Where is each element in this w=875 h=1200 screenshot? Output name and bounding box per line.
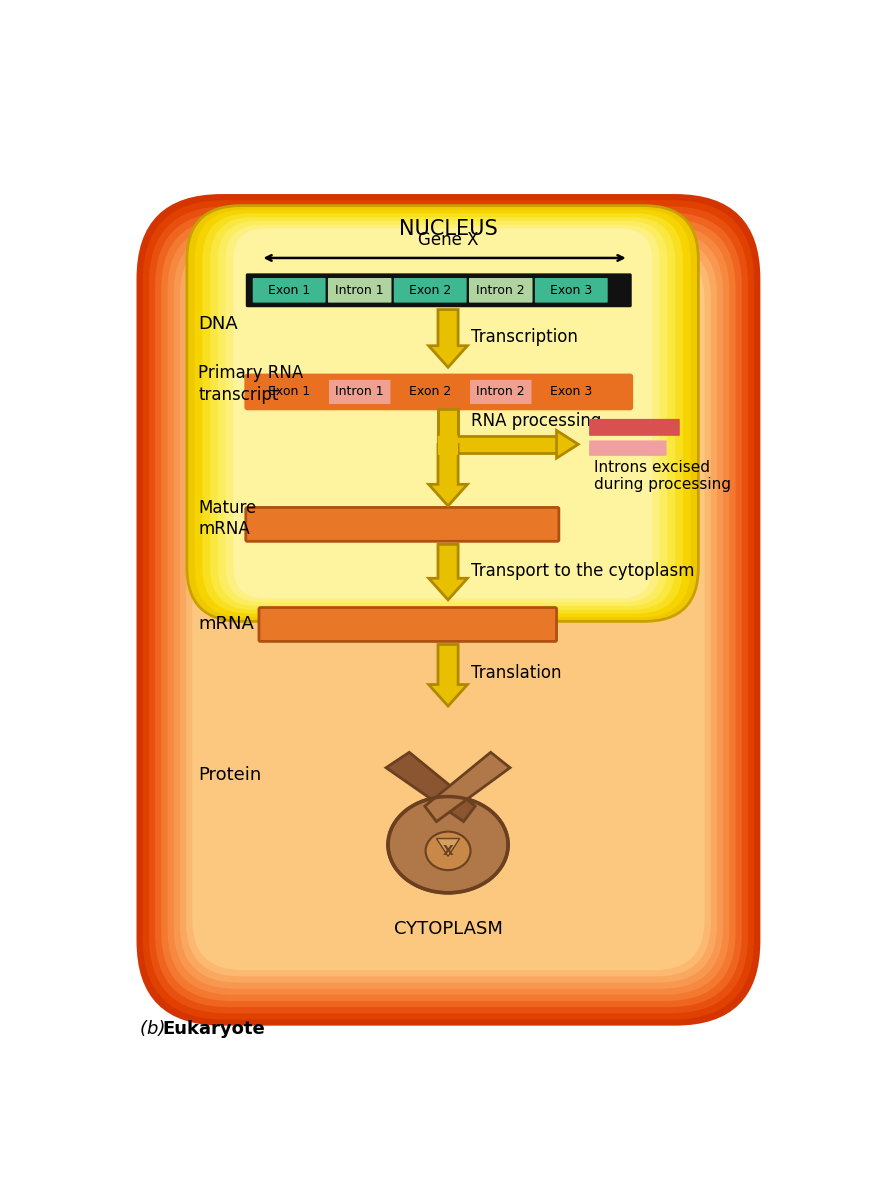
FancyBboxPatch shape xyxy=(187,205,698,622)
Text: DNA: DNA xyxy=(199,314,238,332)
Text: (b): (b) xyxy=(140,1020,172,1038)
FancyBboxPatch shape xyxy=(167,224,730,995)
Text: X: X xyxy=(443,844,453,858)
Text: Exon 2: Exon 2 xyxy=(410,283,452,296)
FancyBboxPatch shape xyxy=(136,194,760,1026)
Text: Translation: Translation xyxy=(472,664,562,682)
Polygon shape xyxy=(437,839,459,857)
FancyBboxPatch shape xyxy=(155,212,742,1007)
Text: mRNA: mRNA xyxy=(199,616,255,634)
FancyBboxPatch shape xyxy=(394,379,466,406)
FancyBboxPatch shape xyxy=(149,206,748,1013)
Polygon shape xyxy=(556,431,578,458)
Text: NUCLEUS: NUCLEUS xyxy=(399,218,497,239)
Polygon shape xyxy=(386,752,475,822)
Polygon shape xyxy=(429,644,467,706)
FancyBboxPatch shape xyxy=(234,229,652,599)
FancyBboxPatch shape xyxy=(246,274,632,307)
Polygon shape xyxy=(448,436,556,452)
Text: Transport to the cytoplasm: Transport to the cytoplasm xyxy=(472,563,695,581)
FancyBboxPatch shape xyxy=(328,278,391,302)
Text: Primary RNA
transcript: Primary RNA transcript xyxy=(199,364,304,404)
FancyBboxPatch shape xyxy=(394,278,466,302)
Text: Exon 1: Exon 1 xyxy=(268,283,311,296)
Text: Exon 3: Exon 3 xyxy=(550,283,592,296)
Text: Exon 3: Exon 3 xyxy=(550,385,592,398)
FancyBboxPatch shape xyxy=(253,278,326,302)
FancyBboxPatch shape xyxy=(535,379,608,406)
FancyBboxPatch shape xyxy=(218,221,668,606)
Text: Mature
mRNA: Mature mRNA xyxy=(199,499,256,538)
FancyBboxPatch shape xyxy=(246,508,559,541)
FancyBboxPatch shape xyxy=(202,214,682,613)
Ellipse shape xyxy=(425,832,471,870)
FancyBboxPatch shape xyxy=(246,374,632,409)
FancyBboxPatch shape xyxy=(535,278,608,302)
Ellipse shape xyxy=(388,797,508,893)
FancyBboxPatch shape xyxy=(469,278,533,302)
Polygon shape xyxy=(429,444,467,506)
Text: RNA processing: RNA processing xyxy=(472,412,602,430)
FancyBboxPatch shape xyxy=(226,224,660,602)
Text: Transcription: Transcription xyxy=(472,328,578,346)
Text: Introns excised
during processing: Introns excised during processing xyxy=(594,460,731,492)
Text: Intron 1: Intron 1 xyxy=(335,385,384,398)
FancyBboxPatch shape xyxy=(589,419,680,436)
FancyBboxPatch shape xyxy=(143,200,754,1020)
Text: Intron 1: Intron 1 xyxy=(335,283,384,296)
Text: Eukaryote: Eukaryote xyxy=(162,1020,265,1038)
Text: Protein: Protein xyxy=(199,767,262,785)
Text: Exon 1: Exon 1 xyxy=(268,385,311,398)
Polygon shape xyxy=(429,310,467,367)
FancyBboxPatch shape xyxy=(194,210,690,618)
Polygon shape xyxy=(424,752,510,822)
FancyBboxPatch shape xyxy=(174,232,723,989)
Polygon shape xyxy=(438,409,458,444)
Text: Exon 2: Exon 2 xyxy=(410,385,452,398)
Text: Intron 2: Intron 2 xyxy=(477,283,525,296)
Text: Gene X: Gene X xyxy=(417,232,479,250)
Polygon shape xyxy=(438,433,458,455)
FancyBboxPatch shape xyxy=(253,379,326,406)
Text: Intron 2: Intron 2 xyxy=(477,385,525,398)
FancyBboxPatch shape xyxy=(192,250,704,971)
Polygon shape xyxy=(429,545,467,600)
FancyBboxPatch shape xyxy=(180,238,717,983)
FancyBboxPatch shape xyxy=(161,218,736,1001)
FancyBboxPatch shape xyxy=(186,244,711,977)
FancyBboxPatch shape xyxy=(469,379,533,406)
Text: CYTOPLASM: CYTOPLASM xyxy=(394,920,502,938)
FancyBboxPatch shape xyxy=(210,217,676,610)
FancyBboxPatch shape xyxy=(589,440,667,456)
FancyBboxPatch shape xyxy=(259,607,556,642)
FancyBboxPatch shape xyxy=(328,379,391,406)
